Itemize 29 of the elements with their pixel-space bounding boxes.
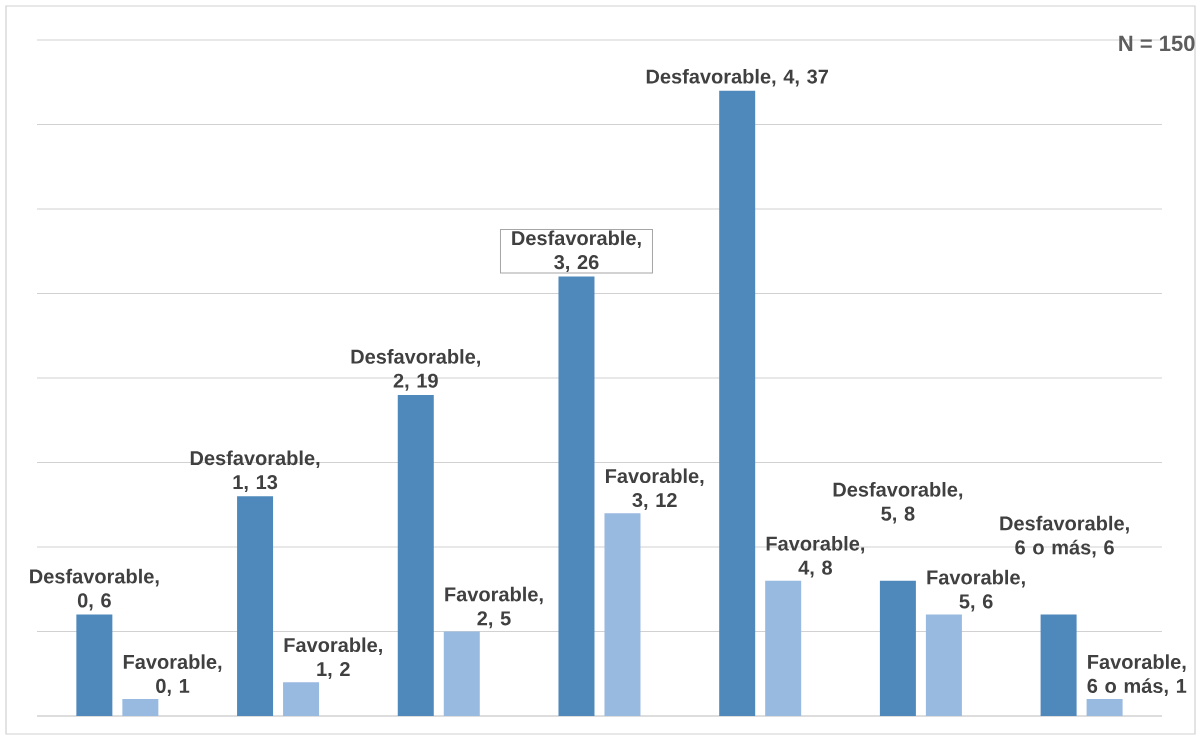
- bar: [122, 699, 159, 716]
- bar: [604, 513, 641, 716]
- data-label: Favorable, 2, 5: [445, 586, 543, 629]
- bar: [76, 614, 113, 716]
- bar: [397, 394, 434, 716]
- bar: [719, 90, 756, 716]
- bar: [1040, 614, 1077, 716]
- data-label: Favorable, 0, 1: [123, 654, 222, 696]
- data-label: Desfavorable, 5, 8: [833, 482, 963, 524]
- bar: [237, 496, 274, 716]
- data-label: Favorable, 5, 6: [927, 569, 1025, 612]
- data-label: Desfavorable, 6 o más, 6: [1000, 515, 1129, 558]
- bar: [765, 580, 802, 716]
- data-label: Favorable, 4, 8: [766, 536, 865, 578]
- data-label: Favorable, 1, 2: [284, 637, 382, 679]
- bar: [283, 682, 320, 716]
- bar: [925, 614, 962, 716]
- bar: [879, 580, 916, 716]
- data-label: Desfavorable, 2, 19: [351, 349, 481, 391]
- data-label: Favorable, 3, 12: [606, 468, 704, 510]
- data-label: Desfavorable, 0, 6: [30, 568, 159, 611]
- bar: [1086, 699, 1123, 716]
- data-label: Desfavorable, 3, 26: [512, 230, 641, 273]
- bar: [443, 631, 480, 716]
- data-label: Favorable, 6 o más, 1: [1087, 654, 1187, 696]
- data-label: Desfavorable, 1, 13: [190, 450, 320, 493]
- annotation: N = 150: [1119, 35, 1195, 52]
- bar: [558, 276, 595, 716]
- data-label: Desfavorable, 4, 37: [646, 68, 828, 87]
